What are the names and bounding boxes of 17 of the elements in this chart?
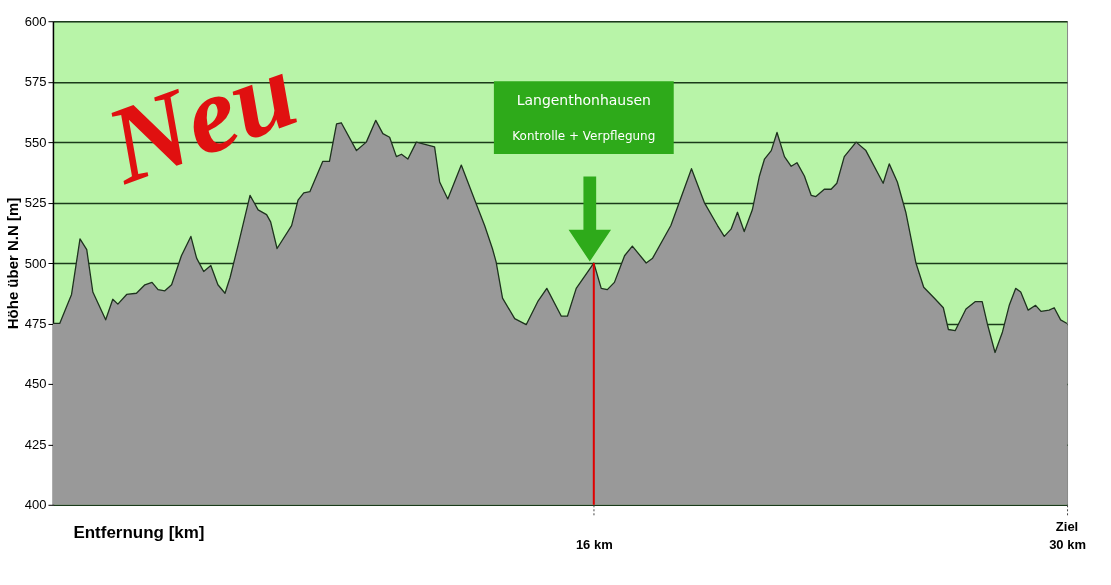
annotation: Kontrolle + Verpflegung: [512, 129, 656, 144]
y-tick-label: 575: [24, 74, 47, 90]
y-tick-label: 550: [24, 134, 47, 150]
y-tick-label: 500: [24, 255, 47, 271]
annotation: Langenthonhausen: [516, 92, 651, 109]
x-tick-label: 30 km: [1049, 537, 1086, 553]
y-axis-title: Höhe über N.N [m]: [3, 197, 21, 330]
y-tick-label: 475: [24, 315, 47, 331]
y-tick-label: 450: [24, 376, 47, 392]
y-tick-label: 425: [24, 436, 47, 452]
y-tick-label: 400: [24, 497, 47, 513]
annotation: Neu: [89, 27, 312, 208]
x-axis-title: Entfernung [km]: [73, 523, 205, 543]
x-tick-label: 16 km: [575, 537, 613, 553]
y-tick-label: 600: [24, 13, 47, 29]
text: Ziel: [1055, 518, 1079, 534]
y-tick-label: 525: [24, 195, 47, 211]
